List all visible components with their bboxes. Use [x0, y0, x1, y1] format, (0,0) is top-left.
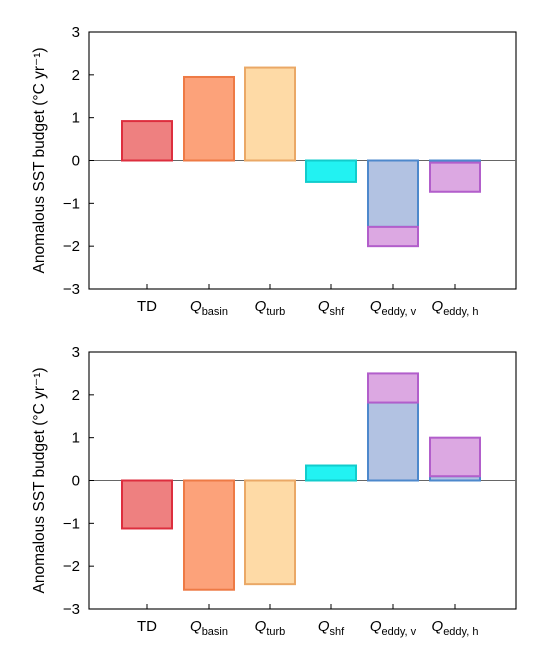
y-tick-label: 1 [72, 110, 80, 127]
bar-segment [367, 159, 419, 228]
bar-segment [367, 401, 419, 482]
category-label: Qeddy, v [370, 298, 417, 318]
category-label: Qeddy, v [370, 618, 417, 638]
y-tick-label: −1 [63, 515, 80, 532]
category-label: Qturb [255, 618, 286, 638]
y-tick-label: 2 [72, 387, 80, 404]
bar-segment [244, 66, 296, 162]
bar-segment [305, 159, 357, 183]
category-label: TD [137, 298, 157, 315]
category-label: Qbasin [190, 618, 228, 638]
y-tick-label: −1 [63, 195, 80, 212]
chart-panel-top: −3 −2 −1 0 1 2 3 Anomalous SST budget (°C yr⁻¹)… [31, 24, 517, 318]
y-tick-label: −3 [63, 601, 80, 618]
bar-segment [429, 436, 481, 478]
y-tick-label: 1 [72, 430, 80, 447]
y-tick-label: 0 [72, 153, 80, 170]
y-tick-label: 3 [72, 344, 80, 361]
bar-segment [121, 479, 173, 530]
chart-panel-bottom: −3 −2 −1 0 1 2 3 Anomalous SST budget (°C yr⁻¹)… [31, 344, 517, 638]
bar-segment [367, 225, 419, 248]
y-axis-label: Anomalous SST budget (°C yr⁻¹) [31, 47, 48, 273]
y-tick-label: 2 [72, 67, 80, 84]
category-label: Qeddy, h [432, 618, 479, 638]
y-tick-label: 0 [72, 473, 80, 490]
bar-segment [183, 479, 235, 591]
bar-segment [244, 479, 296, 586]
category-label: Qshf [318, 298, 345, 318]
category-label: Qshf [318, 618, 345, 638]
bar-segment [429, 161, 481, 193]
bar-segment [305, 464, 357, 482]
y-tick-label: −3 [63, 281, 80, 298]
category-label: Qturb [255, 298, 286, 318]
y-tick-label: −2 [63, 238, 80, 255]
category-label: TD [137, 618, 157, 635]
y-tick-label: −2 [63, 558, 80, 575]
category-label: Qbasin [190, 298, 228, 318]
y-axis-label: Anomalous SST budget (°C yr⁻¹) [31, 367, 48, 593]
category-label: Qeddy, h [432, 298, 479, 318]
bar-segment [367, 372, 419, 404]
y-tick-label: 3 [72, 24, 80, 41]
bar-segment [121, 120, 173, 162]
bar-segment [183, 75, 235, 162]
